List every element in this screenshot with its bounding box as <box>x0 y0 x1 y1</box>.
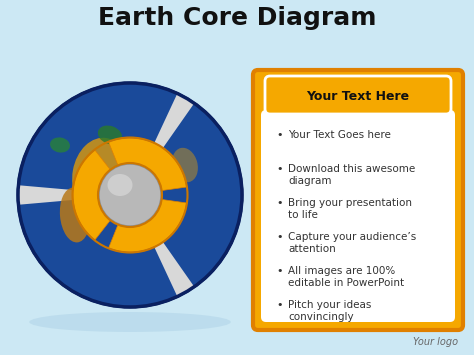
Ellipse shape <box>72 138 128 212</box>
Text: •: • <box>276 300 283 310</box>
Ellipse shape <box>98 126 122 144</box>
Polygon shape <box>109 138 186 191</box>
Ellipse shape <box>60 187 90 242</box>
Polygon shape <box>109 200 186 252</box>
FancyBboxPatch shape <box>265 76 451 114</box>
Text: Download this awesome
diagram: Download this awesome diagram <box>288 164 415 186</box>
Ellipse shape <box>50 137 70 153</box>
Text: Capture your audience’s
attention: Capture your audience’s attention <box>288 232 416 255</box>
Ellipse shape <box>172 148 198 182</box>
Text: All images are 100%
editable in PowerPoint: All images are 100% editable in PowerPoi… <box>288 266 404 288</box>
Text: •: • <box>276 198 283 208</box>
Ellipse shape <box>98 163 163 228</box>
Ellipse shape <box>29 312 231 332</box>
Ellipse shape <box>18 83 242 307</box>
Polygon shape <box>82 83 242 195</box>
Ellipse shape <box>172 148 198 182</box>
Text: •: • <box>276 164 283 174</box>
Text: •: • <box>276 130 283 140</box>
Text: Earth Core Diagram: Earth Core Diagram <box>98 6 376 30</box>
Ellipse shape <box>50 137 70 153</box>
Ellipse shape <box>73 137 188 252</box>
Polygon shape <box>18 195 177 307</box>
Text: Bring your presentation
to life: Bring your presentation to life <box>288 198 412 220</box>
Ellipse shape <box>98 126 122 144</box>
Polygon shape <box>73 150 110 240</box>
Text: Your Text Here: Your Text Here <box>306 91 410 104</box>
Ellipse shape <box>108 174 133 196</box>
Ellipse shape <box>99 164 161 226</box>
FancyBboxPatch shape <box>253 70 463 330</box>
Text: Your Text Goes here: Your Text Goes here <box>288 130 391 140</box>
FancyBboxPatch shape <box>261 110 455 322</box>
Text: Your logo: Your logo <box>413 337 458 347</box>
Text: •: • <box>276 266 283 276</box>
Ellipse shape <box>72 138 128 212</box>
Text: •: • <box>276 232 283 242</box>
Polygon shape <box>82 195 242 307</box>
Ellipse shape <box>60 187 90 242</box>
Text: Pitch your ideas
convincingly: Pitch your ideas convincingly <box>288 300 371 322</box>
Polygon shape <box>18 103 130 287</box>
Polygon shape <box>18 83 177 195</box>
Polygon shape <box>130 103 242 287</box>
